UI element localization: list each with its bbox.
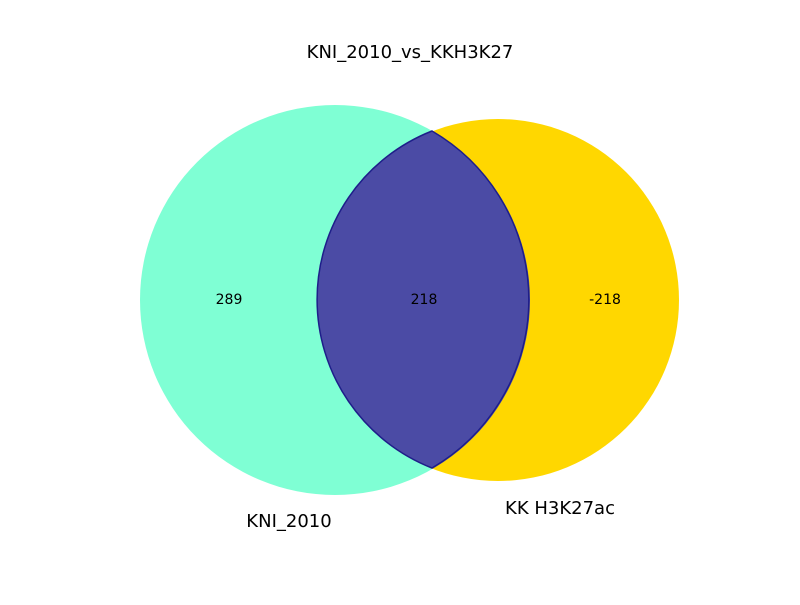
diagram-title: KNI_2010_vs_KKH3K27 bbox=[307, 42, 514, 63]
intersection-count: 218 bbox=[411, 292, 438, 308]
only-a-count: 289 bbox=[216, 292, 243, 308]
set-a-label: KNI_2010 bbox=[246, 511, 331, 532]
only-b-count: -218 bbox=[589, 292, 621, 308]
set-b-label: KK H3K27ac bbox=[505, 498, 615, 519]
intersection-region bbox=[317, 119, 530, 481]
intersection-outline bbox=[316, 130, 530, 469]
